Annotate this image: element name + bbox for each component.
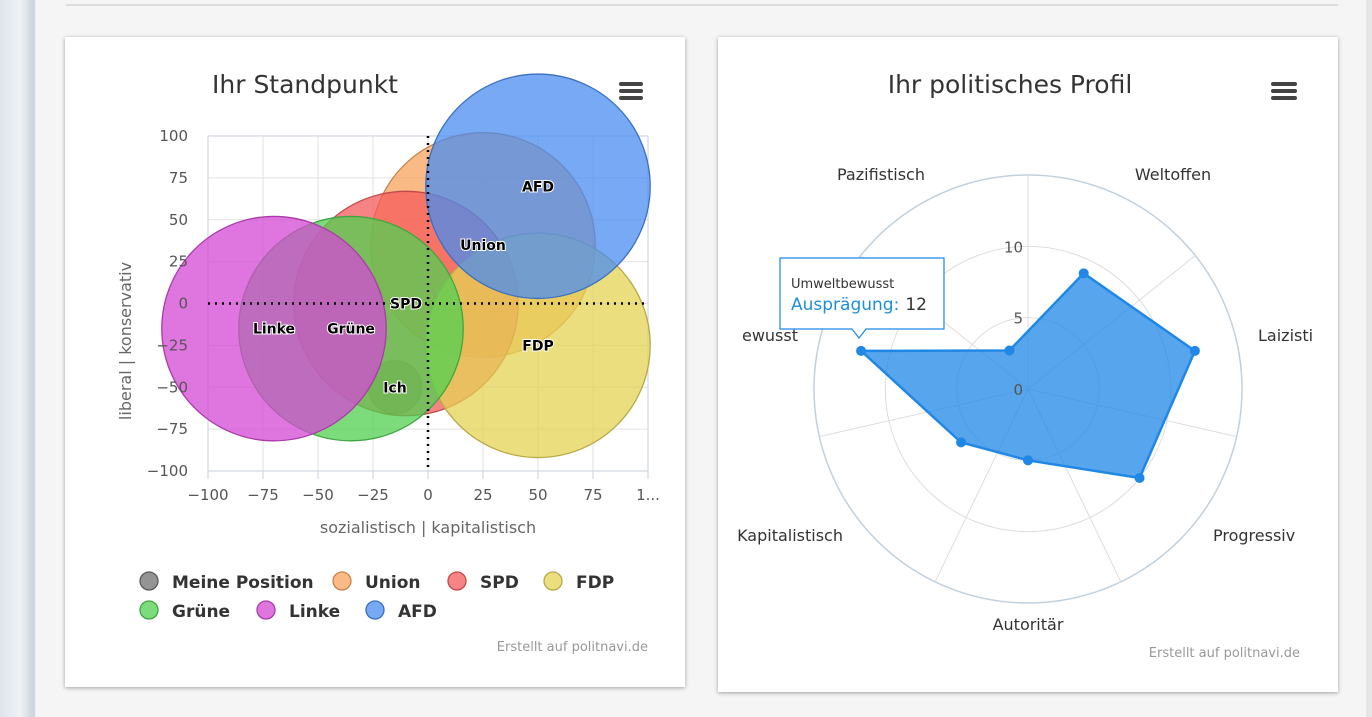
- legend-label: Grüne: [172, 602, 230, 622]
- tooltip-key: Ausprägung:: [791, 295, 899, 315]
- bubble-label: SPD: [390, 297, 422, 313]
- radar-point[interactable]: [1078, 268, 1089, 279]
- standpunkt-chart-card: Ihr Standpunkt Ich Union SPD FDP Grüne Linke A…: [65, 37, 685, 687]
- legend-label: Linke: [289, 602, 340, 622]
- legend-item[interactable]: FDP: [543, 571, 614, 593]
- legend-item[interactable]: SPD: [447, 571, 519, 593]
- radar-area: [857, 271, 1197, 480]
- legend-label: Union: [365, 573, 421, 593]
- y-tick-label: −50: [156, 378, 188, 396]
- tooltip-value-line: Ausprägung: 12: [791, 295, 927, 315]
- legend-symbol: [365, 600, 385, 620]
- y-tick-label: 0: [178, 295, 188, 313]
- menu-icon[interactable]: [619, 81, 643, 101]
- legend-label: FDP: [576, 573, 614, 593]
- radar-tick-label: 10: [1004, 238, 1023, 256]
- radar-point[interactable]: [1023, 455, 1033, 466]
- radar-category-label: Laizisti: [1258, 326, 1313, 345]
- right-scroll-shade: [1366, 0, 1372, 717]
- credits-link[interactable]: Erstellt auf politnavi.de: [1149, 646, 1300, 661]
- legend-item[interactable]: Linke: [256, 600, 340, 622]
- radar-category-label: ewusst: [742, 326, 798, 345]
- radar-category-label: Progressiv: [1213, 526, 1295, 545]
- legend-label: AFD: [398, 602, 437, 622]
- radar-point[interactable]: [1189, 345, 1200, 356]
- x-tick-label: −25: [357, 486, 389, 504]
- x-tick-label: 25: [473, 486, 492, 504]
- legend-item[interactable]: AFD: [365, 600, 437, 622]
- standpunkt-chart: Ihr Standpunkt Ich Union SPD FDP Grüne Linke A…: [116, 70, 660, 655]
- legend-symbol: [332, 571, 352, 591]
- credits-link[interactable]: Erstellt auf politnavi.de: [497, 640, 648, 655]
- legend-symbol: [256, 600, 276, 620]
- bubble-label: FDP: [522, 338, 553, 354]
- legend-item[interactable]: Meine Position: [139, 571, 314, 593]
- radar-point[interactable]: [856, 345, 867, 356]
- legend-symbol: [139, 571, 159, 591]
- legend-label: SPD: [480, 573, 519, 593]
- bubble-label: Grüne: [327, 322, 375, 338]
- tooltip-value: 12: [905, 295, 927, 315]
- radar-category-label: Kapitalistisch: [737, 526, 843, 545]
- chart-title: Ihr Standpunkt: [212, 70, 398, 99]
- radar-category-label: Autoritär: [993, 615, 1064, 634]
- x-tick-label: −75: [247, 486, 279, 504]
- y-tick-label: −25: [156, 336, 188, 354]
- menu-icon[interactable]: [1271, 81, 1297, 101]
- profil-chart: Ihr politisches Profil 0 5 10 Weltoffen Lai…: [737, 70, 1313, 661]
- radar-point[interactable]: [956, 437, 967, 448]
- x-axis-title: sozialistisch | kapitalistisch: [320, 518, 536, 537]
- legend-item[interactable]: Union: [332, 571, 421, 593]
- radar-point[interactable]: [1004, 345, 1015, 356]
- legend-label: Meine Position: [172, 573, 314, 593]
- bubble-label: Linke: [253, 322, 295, 338]
- radar-point[interactable]: [1134, 472, 1145, 483]
- top-divider: [66, 4, 1338, 6]
- radar-tick-label: 0: [1013, 381, 1023, 399]
- radar-category-label: Weltoffen: [1135, 165, 1211, 184]
- bubble-afd[interactable]: [425, 73, 651, 300]
- x-tick-label: −100: [187, 486, 228, 504]
- legend-symbol: [139, 600, 159, 620]
- tooltip-category: Umweltbewusst: [791, 277, 894, 292]
- x-tick-label: 75: [583, 486, 602, 504]
- bubble-circle[interactable]: [161, 215, 387, 442]
- bubble-circle[interactable]: [425, 73, 651, 300]
- bubble-label: Ich: [383, 380, 406, 396]
- legend-symbol: [447, 571, 467, 591]
- x-tick-label: −50: [302, 486, 334, 504]
- y-tick-label: −100: [147, 462, 188, 480]
- chart-title: Ihr politisches Profil: [888, 70, 1133, 99]
- y-tick-label: 50: [169, 211, 188, 229]
- y-tick-label: 25: [169, 253, 188, 271]
- bubble-label: Union: [460, 238, 506, 254]
- x-tick-label: 0: [423, 486, 433, 504]
- x-tick-label: 1...: [636, 486, 660, 504]
- bubble-label: AFD: [522, 179, 554, 195]
- legend-symbol: [543, 571, 563, 591]
- radar-tick-label: 5: [1013, 310, 1023, 328]
- y-axis-title: liberal | konservativ: [116, 262, 135, 420]
- bubble-linke[interactable]: [161, 215, 387, 442]
- profil-chart-card: Ihr politisches Profil 0 5 10 Weltoffen Lai…: [718, 37, 1338, 692]
- radar-category-label: Pazifistisch: [837, 165, 925, 184]
- y-tick-label: 75: [169, 169, 188, 187]
- y-tick-label: −75: [156, 420, 188, 438]
- x-tick-label: 50: [528, 486, 547, 504]
- y-tick-label: 100: [159, 127, 188, 145]
- tooltip: Umweltbewusst Ausprägung: 12: [779, 257, 945, 339]
- legend-item[interactable]: Grüne: [139, 600, 230, 622]
